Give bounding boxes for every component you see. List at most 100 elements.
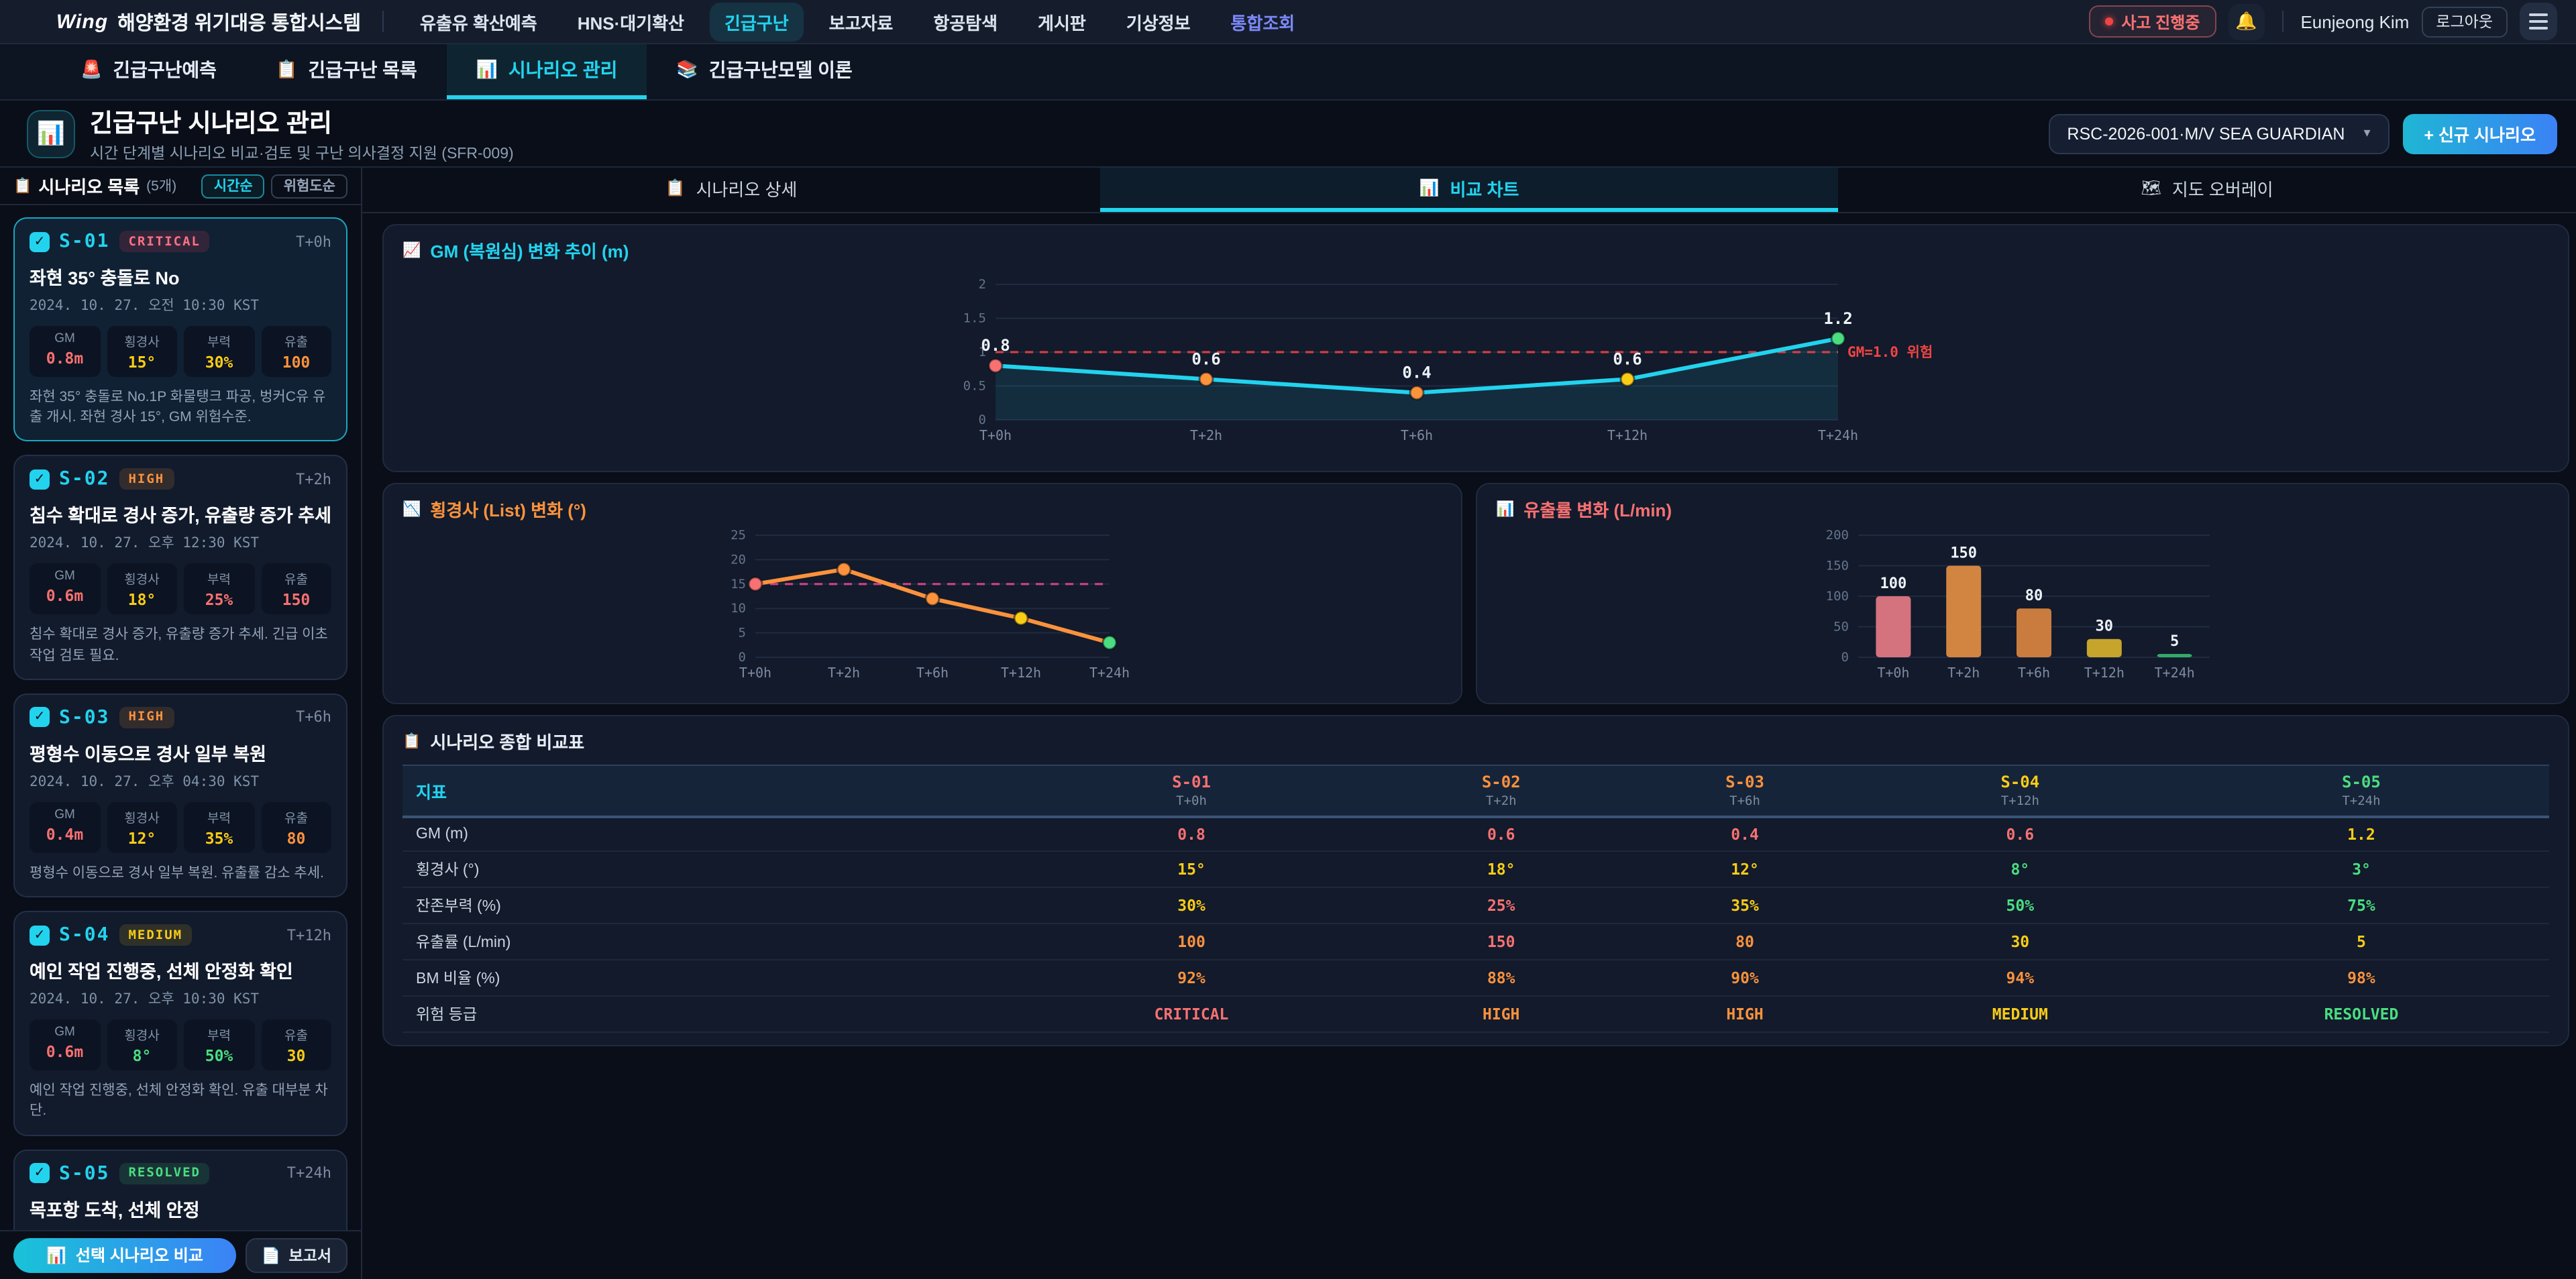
- nav-item-emergency-rescue[interactable]: 긴급구난: [709, 2, 804, 41]
- table-header-scenario: S-02 T+2h: [1379, 765, 1623, 818]
- table-cell: 94%: [1866, 960, 2174, 997]
- svg-text:T+12h: T+12h: [1607, 427, 1648, 443]
- scenario-checkbox[interactable]: ✓: [30, 1163, 50, 1184]
- app-logo[interactable]: Wing: [56, 10, 109, 33]
- metric-label: GM: [54, 1025, 75, 1040]
- scenario-count: (5개): [146, 178, 177, 194]
- nav-item-board[interactable]: 게시판: [1038, 13, 1086, 33]
- top-navigation-bar: Wing 해양환경 위기대응 통합시스템 유출유 확산예측 HNS·대기확산 긴…: [0, 0, 2576, 44]
- notifications-button[interactable]: 🔔: [2228, 3, 2265, 40]
- tab-rescue-list[interactable]: 📋 긴급구난 목록: [246, 44, 447, 99]
- scenario-title: 예인 작업 진행중, 선체 안정화 확인: [30, 962, 293, 983]
- scenario-card[interactable]: ✓ S-02 HIGH T+2h 침수 확대로 경사 증가, 유출량 증가 추세…: [13, 455, 347, 680]
- nav-item-integrated-search[interactable]: 통합조회: [1230, 13, 1295, 33]
- scenario-id: S-05: [59, 1162, 110, 1184]
- scenario-checkbox[interactable]: ✓: [30, 707, 50, 728]
- scenario-checkbox[interactable]: ✓: [30, 925, 50, 946]
- charts-area: 📈 GM (복원심) 변화 추이 (m) 0 0.5 1 1.5 2 T+0h T+2h T+…: [362, 213, 2576, 1279]
- table-header-indicator: 지표: [402, 765, 1004, 818]
- metric-value: 100: [282, 353, 311, 372]
- tab-comparison-chart[interactable]: 📊 비교 차트: [1100, 168, 1838, 212]
- logout-button[interactable]: 로그아웃: [2421, 6, 2508, 37]
- metric-box: 횡경사 18°: [107, 563, 177, 615]
- scenario-datetime: 2024. 10. 27. 오후 04:30 KST: [30, 773, 260, 790]
- svg-text:0: 0: [979, 412, 986, 427]
- scenario-card[interactable]: ✓ S-03 HIGH T+6h 평형수 이동으로 경사 일부 복원 2024.…: [13, 693, 347, 898]
- scenario-metrics: GM 0.8m 횡경사 15° 부력 30% 유출 100: [30, 326, 331, 377]
- metric-label: 유출: [284, 811, 308, 826]
- chart-title-text: 유출률 변화 (L/min): [1523, 500, 1672, 520]
- scenario-description: 평형수 이동으로 경사 일부 복원. 유출률 감소 추세.: [30, 865, 324, 881]
- nav-item-aerial-search[interactable]: 항공탐색: [933, 13, 998, 33]
- sort-by-time-button[interactable]: 시간순: [201, 174, 265, 198]
- tab-rescue-model-theory[interactable]: 📚 긴급구난모델 이론: [647, 44, 881, 99]
- table-cell: 92%: [1004, 960, 1380, 997]
- incident-select[interactable]: RSC-2026-001·M/V SEA GUARDIAN ▾: [2048, 113, 2390, 154]
- page-title-block: 긴급구난 시나리오 관리 시간 단계별 시나리오 비교·검토 및 구난 의사결정…: [90, 104, 514, 163]
- tab-label: 긴급구난예측: [113, 59, 217, 80]
- compare-label: 선택 시나리오 비교: [75, 1246, 203, 1265]
- metric-value: 25%: [205, 590, 233, 610]
- gm-chart-title: 📈 GM (복원심) 변화 추이 (m): [402, 237, 2549, 263]
- incident-status-label: 사고 진행중: [2121, 13, 2200, 32]
- scenario-datetime: 2024. 10. 27. 오후 12:30 KST: [30, 535, 260, 552]
- table-header-scenario: S-04 T+12h: [1866, 765, 2174, 818]
- report-button[interactable]: 📄 보고서: [245, 1237, 347, 1272]
- svg-text:200: 200: [1825, 528, 1848, 543]
- metric-label: GM: [54, 569, 75, 584]
- tab-scenario-detail[interactable]: 📋 시나리오 상세: [362, 168, 1100, 212]
- svg-text:150: 150: [1949, 545, 1976, 562]
- scenario-card[interactable]: ✓ S-04 MEDIUM T+12h 예인 작업 진행중, 선체 안정화 확인…: [13, 911, 347, 1136]
- hamburger-menu-icon[interactable]: [2520, 3, 2557, 40]
- table-header-scenario: S-05 T+24h: [2173, 765, 2549, 818]
- scenario-metrics: GM 0.6m 횡경사 8° 부력 50% 유출 30: [30, 1019, 331, 1071]
- row-label: BM 비율 (%): [402, 960, 1004, 997]
- severity-badge: CRITICAL: [119, 231, 210, 252]
- nav-item-hns-diffusion[interactable]: HNS·대기확산: [577, 13, 684, 33]
- table-cell: 80: [1623, 924, 1867, 960]
- compare-scenarios-button[interactable]: 📊 선택 시나리오 비교: [13, 1237, 236, 1272]
- svg-text:100: 100: [1880, 575, 1907, 592]
- metric-box: 유출 150: [261, 563, 331, 615]
- time-offset: T+2h: [296, 470, 331, 488]
- metric-box: 횡경사 15°: [107, 326, 177, 377]
- tab-label: 시나리오 상세: [696, 179, 798, 199]
- metric-value: 35%: [205, 828, 233, 848]
- nav-item-weather[interactable]: 기상정보: [1126, 13, 1191, 33]
- svg-text:T+24h: T+24h: [1089, 665, 1129, 681]
- metric-value: 18°: [127, 590, 156, 610]
- scenario-comparison-table: 지표 S-01 T+0h S-02 T+2h S-03 T+6h S-04 T+12h S-05 T…: [402, 765, 2549, 1033]
- scenario-card[interactable]: ✓ S-05 RESOLVED T+24h 목포항 도착, 선체 안정 2024…: [13, 1149, 347, 1229]
- tab-rescue-prediction[interactable]: 🚨 긴급구난예측: [51, 44, 246, 99]
- tab-scenario-management[interactable]: 📊 시나리오 관리: [446, 44, 647, 99]
- nav-item-oil-spill-prediction[interactable]: 유출유 확산예측: [420, 13, 537, 33]
- scenario-checkbox[interactable]: ✓: [30, 231, 50, 252]
- table-cell: 30: [1866, 924, 2174, 960]
- scenario-checkbox[interactable]: ✓: [30, 469, 50, 490]
- svg-text:GM=1.0 위험: GM=1.0 위험: [1847, 344, 1933, 360]
- table-cell: 90%: [1623, 960, 1867, 997]
- page-header: 📊 긴급구난 시나리오 관리 시간 단계별 시나리오 비교·검토 및 구난 의사…: [0, 101, 2576, 168]
- metric-value: 150: [282, 590, 311, 610]
- time-offset: T+12h: [286, 926, 331, 944]
- time-offset: T+6h: [296, 708, 331, 726]
- map-icon: 🗺: [2141, 178, 2161, 197]
- table-cell: 0.6: [1379, 817, 1623, 852]
- main-nav: 유출유 확산예측 HNS·대기확산 긴급구난 보고자료 항공탐색 게시판 기상정…: [405, 2, 1309, 41]
- metric-value: 0.4m: [46, 824, 84, 844]
- scenario-description: 좌현 35° 충돌로 No.1P 화물탱크 파공, 벙커C유 유출 개시. 좌현…: [30, 389, 326, 426]
- metric-value: 30: [286, 1046, 306, 1066]
- metric-label: 횡경사: [124, 811, 160, 826]
- scenario-card[interactable]: ✓ S-01 CRITICAL T+0h 좌현 35° 충돌로 No 2024.…: [13, 217, 347, 442]
- tab-map-overlay[interactable]: 🗺 지도 오버레이: [1838, 168, 2576, 212]
- svg-text:25: 25: [730, 528, 745, 543]
- divider: [2282, 11, 2284, 32]
- sort-by-risk-button[interactable]: 위험도순: [271, 174, 347, 198]
- nav-item-reports[interactable]: 보고자료: [828, 13, 894, 33]
- metric-box: 유출 30: [261, 1019, 331, 1071]
- scenario-sidebar: 📋 시나리오 목록 (5개) 시간순 위험도순 ✓ S-01 CRITICAL …: [0, 168, 362, 1279]
- scenario-list-title: 시나리오 목록: [38, 177, 140, 197]
- new-scenario-button[interactable]: + 신규 시나리오: [2402, 113, 2557, 154]
- row-label: 유출률 (L/min): [402, 924, 1004, 960]
- metric-label: 유출: [284, 335, 308, 350]
